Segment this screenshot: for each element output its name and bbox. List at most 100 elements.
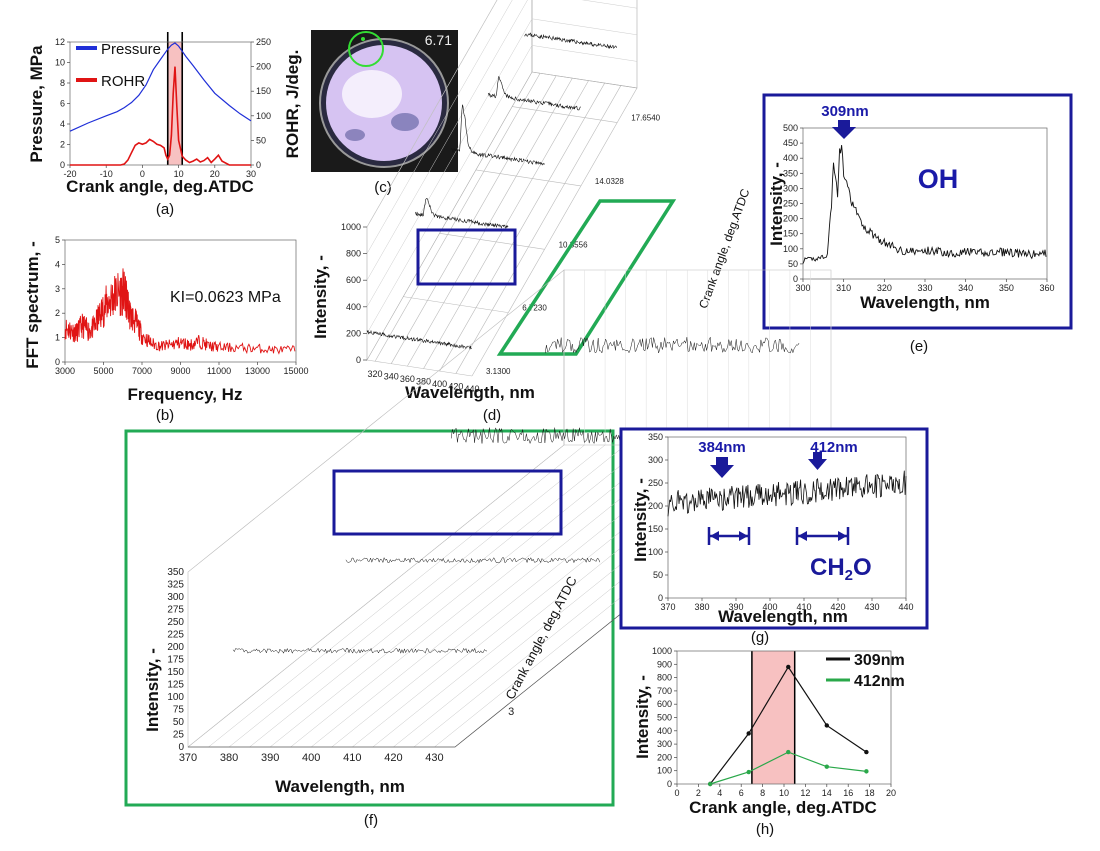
chart-g-ch2o-label: CH2O — [810, 554, 872, 584]
chart-e-peak-arrow — [832, 120, 856, 139]
chart-f-y-tick-label: 100 — [167, 692, 184, 703]
chart-d-spectrum-trace — [524, 32, 618, 49]
chart-f-y-tick-label: 250 — [167, 617, 184, 628]
chart-f-y-tick-label: 275 — [167, 605, 184, 616]
chart-d-floor-grid — [390, 75, 557, 364]
chart-d-wall-grid — [366, 0, 498, 228]
chart-f-y-tick-label: 75 — [173, 705, 185, 716]
chart-d-x-axis-label: Wavelength, nm — [405, 383, 535, 402]
chart-b-y-tick-label: 1 — [55, 333, 60, 343]
chart-d-y-tick-label: 800 — [346, 249, 361, 259]
chart-h-y-axis-label: Intensity, - — [633, 675, 652, 759]
chart-e-oh-label: OH — [918, 164, 959, 194]
chart-d-floor-grid — [471, 87, 638, 377]
chart-a-x-axis-label: Crank angle, deg.ATDC — [66, 177, 254, 196]
chart-a-y-tick-label: 10 — [55, 58, 65, 68]
chart-a-legend-rohr: ROHR — [101, 73, 145, 90]
chart-e-x-tick-label: 360 — [1039, 283, 1054, 293]
chart-d-y-tick-label: 400 — [346, 302, 361, 312]
chart-b-x-axis-label: Frequency, Hz — [128, 385, 243, 404]
chart-a-y2-tick-label: 100 — [256, 111, 271, 121]
chart-e-frame-box — [762, 93, 1073, 330]
chart-a-y2-tick-label: 150 — [256, 86, 271, 96]
chart-a-y-tick-label: 2 — [60, 140, 65, 150]
chart-g-species-part: CH — [810, 554, 845, 581]
chart-g-y-tick-label: 200 — [648, 501, 663, 511]
chart-a-y-tick-label: 0 — [60, 160, 65, 170]
chart-h-y-tick-label: 0 — [667, 779, 672, 789]
chart-h-point-412nm — [786, 749, 791, 755]
chart-e-y-tick-label: 500 — [783, 123, 798, 133]
chart-b-y-tick-label: 0 — [55, 357, 60, 367]
chart-h-y-tick-label: 500 — [657, 713, 672, 723]
chart-g-species-end: O — [853, 554, 872, 581]
chart-d-panel-label: (d) — [483, 407, 501, 424]
chart-f-side-wall — [187, 269, 565, 748]
chart-h-point-309nm — [786, 664, 791, 670]
chart-h-point-309nm — [864, 749, 869, 755]
chart-h-point-412nm — [864, 769, 869, 774]
chart-h-intensity-vs-crank: 0 2 4 6 8 10 12 14 16 18 2001002003004005006007008… — [633, 646, 905, 838]
chart-h-point-412nm — [707, 781, 713, 787]
chart-d-oh-highlight-box — [416, 228, 517, 286]
chart-e-x-tick-label: 300 — [795, 283, 810, 293]
chart-a-pressure-rohr: -20 -10 0 10 20 30024681012050100150200250Pre… — [27, 32, 302, 218]
panel-c-camera-image: 6.71 (c) — [311, 30, 458, 196]
chart-e-x-tick-label: 320 — [877, 283, 892, 293]
chart-g-species-subscript: 2 — [845, 567, 853, 584]
chart-g-y-axis-label: Intensity, - — [631, 478, 650, 562]
chart-d-floor-grid-z — [439, 232, 545, 250]
chart-e-y-tick-label: 150 — [783, 229, 798, 239]
camera-green-dot — [361, 37, 365, 41]
chart-f-spectrum-trace — [232, 647, 488, 655]
chart-h-point-309nm — [746, 731, 751, 736]
chart-e-y-tick-label: 350 — [783, 168, 798, 178]
chart-b-x-tick-label: 11000 — [207, 366, 231, 376]
chart-f-floor-grid — [228, 444, 606, 748]
chart-e-x-tick-label: 330 — [917, 283, 932, 293]
chart-g-x-tick-label: 380 — [694, 602, 709, 612]
chart-h-point-412nm — [746, 769, 751, 775]
chart-a-x-tick-label: 0 — [140, 169, 145, 179]
chart-a-y-tick-label: 8 — [60, 78, 65, 88]
chart-e-y-tick-label: 200 — [783, 214, 798, 224]
chart-h-y-tick-label: 600 — [657, 699, 672, 709]
chart-d-floor-grid-z — [403, 296, 509, 313]
chart-a-y2-tick-label: 0 — [256, 160, 261, 170]
chart-g-y-tick-label: 0 — [658, 593, 663, 603]
chart-h-y-tick-label: 1000 — [652, 646, 672, 656]
camera-green-circle-marker — [348, 31, 384, 67]
chart-b-x-tick-label: 9000 — [170, 366, 190, 376]
chart-b-y-tick-label: 5 — [55, 235, 60, 245]
chart-b-x-tick-label: 7000 — [132, 366, 152, 376]
chart-e-y-tick-label: 100 — [783, 244, 798, 254]
chart-h-y-tick-label: 900 — [657, 659, 672, 669]
chart-d-y-axis-label: Intensity, - — [311, 255, 330, 339]
chart-b-x-tick-label: 5000 — [93, 366, 113, 376]
chart-d-series-label: 17.6540 — [631, 114, 660, 123]
chart-e-x-tick-label: 350 — [999, 283, 1014, 293]
chart-h-x-tick-label: 4 — [717, 788, 722, 798]
chart-e-y-tick-label: 450 — [783, 138, 798, 148]
chart-a-y-tick-label: 4 — [60, 119, 65, 129]
chart-e-y-tick-label: 50 — [788, 259, 798, 269]
chart-d-x-tick-label: 420 — [448, 382, 463, 392]
chart-e-oh-spectrum: 300 310 320 330 340 350 360 0 50 100 150 200 250 300 3… — [762, 93, 1073, 355]
chart-e-x-tick-label: 310 — [836, 283, 851, 293]
chart-d-x-tick-label: 320 — [368, 369, 383, 379]
chart-a-legend-pressure: Pressure — [101, 41, 161, 58]
chart-d-x-tick-label: 340 — [384, 372, 399, 382]
chart-f-x-tick-label: 420 — [384, 752, 402, 764]
chart-f-y-tick-label: 225 — [167, 630, 184, 641]
chart-h-x-tick-label: 0 — [674, 788, 679, 798]
chart-a-y-axis-label: Pressure, MPa — [27, 45, 46, 163]
chart-h-x-tick-label: 20 — [886, 788, 896, 798]
chart-d-x-tick-label: 400 — [432, 379, 447, 389]
chart-h-legend-309nm: 309nm — [854, 652, 905, 669]
chart-f-panel-label: (f) — [364, 812, 378, 829]
panel-c-label: (c) — [374, 179, 392, 196]
chart-g-412-arrow — [808, 452, 827, 470]
chart-f-y-tick-label: 50 — [173, 717, 185, 728]
chart-g-x-tick-label: 440 — [898, 602, 913, 612]
chart-f-y-tick-label: 200 — [167, 642, 184, 653]
